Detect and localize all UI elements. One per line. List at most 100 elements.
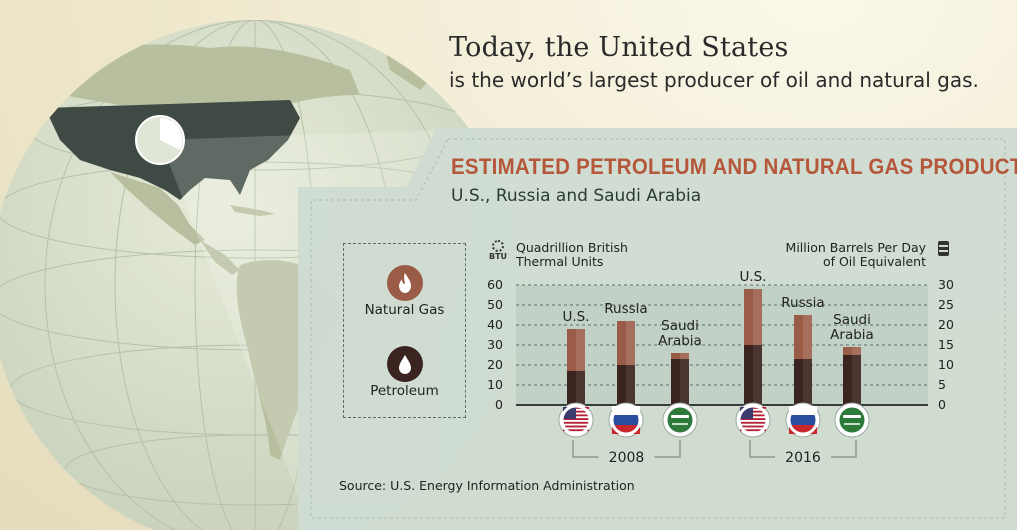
- y-tick-label: 20: [487, 357, 503, 372]
- y2-tick-label: 20: [938, 317, 954, 332]
- category-label: Arabia: [830, 327, 874, 343]
- us-flag-icon: [563, 429, 589, 432]
- us-flag-icon: [740, 418, 766, 420]
- us-flag-icon: [563, 421, 589, 424]
- bar-petroleum-shade: [852, 355, 861, 405]
- bar-natural-gas-shade: [803, 315, 812, 359]
- left-axis-title: Quadrillion British Thermal Units: [516, 241, 628, 269]
- bar-petroleum-shade: [626, 365, 635, 405]
- category-label: Arabia: [658, 333, 702, 349]
- headline-line2: is the world’s largest producer of oil a…: [449, 68, 979, 92]
- category-label: U.S.: [562, 309, 589, 325]
- legend-natural-gas-label: Natural Gas: [364, 302, 445, 318]
- chart-subtitle: U.S., Russia and Saudi Arabia: [451, 186, 702, 206]
- category-label: Russia: [781, 295, 824, 311]
- headline: Today, the United States is the world’s …: [449, 30, 979, 94]
- bar-natural-gas-shade: [852, 347, 861, 355]
- right-axis-title: Million Barrels Per Day of Oil Equivalen…: [786, 241, 926, 269]
- legend-petroleum-label: Petroleum: [370, 383, 439, 399]
- btu-icon: BTU: [487, 240, 509, 264]
- flag-badge-ring: [560, 404, 592, 436]
- bar-petroleum: [671, 359, 689, 405]
- central-america-landmass: [200, 240, 240, 275]
- natural-gas-icon: [387, 265, 423, 301]
- flag-badge-ring: [737, 404, 769, 436]
- flag-badge-ring: [610, 404, 642, 436]
- y2-tick-label: 10: [938, 357, 954, 372]
- bar-natural-gas: [843, 347, 861, 355]
- y2-tick-label: 15: [938, 337, 954, 352]
- flag-badge-ring: [787, 404, 819, 436]
- category-label: Saudi: [661, 318, 699, 334]
- bar-natural-gas: [794, 315, 812, 359]
- petroleum-icon: [387, 346, 423, 382]
- bar-petroleum: [794, 359, 812, 405]
- y-tick-label: 10: [487, 377, 503, 392]
- legend: Natural Gas Petroleum: [343, 243, 466, 418]
- location-marker-wedge: [160, 117, 183, 150]
- category-label: U.S.: [739, 269, 766, 285]
- category-label: Saudi: [833, 312, 871, 328]
- y2-tick-label: 0: [938, 397, 946, 412]
- russia-flag-icon: [612, 425, 640, 434]
- bar-natural-gas-shade: [626, 321, 635, 365]
- left-axis-title-line2: Thermal Units: [516, 254, 604, 269]
- oil-barrel-icon: [938, 241, 949, 256]
- us-flag-icon: [740, 429, 766, 432]
- russia-flag-icon: [789, 406, 817, 415]
- btu-icon-text: BTU: [488, 252, 508, 261]
- bar-natural-gas: [744, 289, 762, 345]
- bar-petroleum: [843, 355, 861, 405]
- y2-tick-label: 25: [938, 297, 954, 312]
- bar-petroleum-shade: [803, 359, 812, 405]
- caribbean-islands: [230, 205, 275, 216]
- flag-badge-ring: [664, 404, 696, 436]
- canada-landmass: [40, 44, 360, 108]
- bar-petroleum-shade: [753, 345, 762, 405]
- year-label: 2016: [785, 450, 821, 466]
- bar-petroleum: [617, 365, 635, 405]
- bar-petroleum-shade: [576, 371, 585, 405]
- bar-natural-gas-shade: [753, 289, 762, 345]
- left-axis-title-line1: Quadrillion British: [516, 240, 628, 255]
- right-axis-title-line1: Million Barrels Per Day: [785, 240, 926, 255]
- us-flag-icon: [740, 425, 766, 428]
- flag-badge-ring: [836, 404, 868, 436]
- us-flag-icon: [563, 425, 589, 428]
- russia-flag-icon: [789, 425, 817, 434]
- saudi-flag-icon: [838, 406, 866, 434]
- bar-petroleum: [567, 371, 585, 405]
- y-tick-label: 30: [487, 337, 503, 352]
- source-note: Source: U.S. Energy Information Administ…: [339, 478, 635, 493]
- bar-natural-gas-shade: [680, 353, 689, 359]
- right-axis-title-line2: of Oil Equivalent: [822, 254, 926, 269]
- y-tick-label: 50: [487, 297, 503, 312]
- bar-natural-gas: [671, 353, 689, 359]
- bar-natural-gas-shade: [576, 329, 585, 371]
- bar-natural-gas: [617, 321, 635, 365]
- saudi-flag-icon: [671, 415, 689, 418]
- y-tick-label: 40: [487, 317, 503, 332]
- russia-flag-icon: [612, 415, 640, 425]
- y2-tick-label: 30: [938, 277, 954, 292]
- bar-petroleum-shade: [680, 359, 689, 405]
- year-label: 2008: [609, 450, 645, 466]
- bar-natural-gas: [567, 329, 585, 371]
- saudi-flag-icon: [843, 415, 861, 418]
- us-flag-icon: [563, 418, 589, 420]
- year-bracket: [749, 440, 857, 458]
- saudi-flag-icon: [666, 406, 694, 434]
- y2-tick-label: 5: [938, 377, 946, 392]
- y-tick-label: 60: [487, 277, 503, 292]
- bar-petroleum: [744, 345, 762, 405]
- category-label: Russia: [604, 301, 647, 317]
- y-tick-label: 0: [495, 397, 503, 412]
- us-flag-icon: [740, 421, 766, 424]
- russia-flag-icon: [612, 406, 640, 415]
- year-bracket: [572, 440, 681, 458]
- chart-title: ESTIMATED PETROLEUM AND NATURAL GAS PROD…: [451, 154, 1017, 179]
- mexico-landmass: [110, 172, 205, 245]
- russia-flag-icon: [789, 415, 817, 425]
- headline-line1: Today, the United States: [449, 32, 789, 63]
